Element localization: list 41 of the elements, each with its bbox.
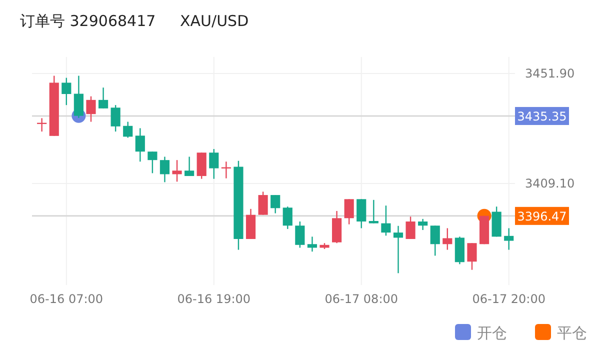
candlestick xyxy=(307,236,318,252)
candlestick xyxy=(381,204,391,236)
candlestick xyxy=(467,242,477,270)
chart-subtitle: XAU/USD xyxy=(180,12,249,30)
candlestick xyxy=(270,194,280,214)
candlestick xyxy=(209,148,219,180)
candlestick xyxy=(74,75,84,119)
candlestick xyxy=(148,150,158,174)
candlestick xyxy=(62,77,72,106)
candlestick xyxy=(406,216,416,240)
candlestick xyxy=(504,228,514,250)
y-tick-label: 3409.10 xyxy=(525,176,575,190)
candlestick xyxy=(160,156,170,183)
x-tick-label: 06-17 20:00 xyxy=(472,292,546,306)
candlestick xyxy=(356,198,366,229)
candlestick xyxy=(368,199,378,224)
chart-title: 订单号 329068417 xyxy=(20,12,156,30)
candlestick xyxy=(196,152,206,180)
y-tick-label: 3451.90 xyxy=(525,66,575,80)
candlestick xyxy=(98,86,108,110)
candlestick xyxy=(442,228,452,250)
candlestick xyxy=(123,121,133,138)
legend-label: 平仓 xyxy=(557,324,587,342)
candlestick xyxy=(282,206,292,230)
legend-label: 开仓 xyxy=(477,324,507,342)
x-tick-label: 06-16 07:00 xyxy=(30,292,104,306)
candlestick xyxy=(418,218,428,231)
candlestick xyxy=(258,191,268,216)
candlestick xyxy=(110,104,120,132)
x-tick-label: 06-17 08:00 xyxy=(324,292,398,306)
candlestick xyxy=(344,198,354,225)
candlestick xyxy=(172,159,182,182)
candlestick xyxy=(135,128,145,162)
candlestick xyxy=(430,225,440,256)
candlestick xyxy=(295,220,305,248)
candlestick xyxy=(184,156,194,177)
x-tick-label: 06-16 19:00 xyxy=(177,292,251,306)
ref-line-label: 3435.35 xyxy=(517,109,567,124)
candlestick xyxy=(86,96,96,122)
ref-line-label: 3396.47 xyxy=(517,209,567,224)
candlestick xyxy=(393,225,404,274)
